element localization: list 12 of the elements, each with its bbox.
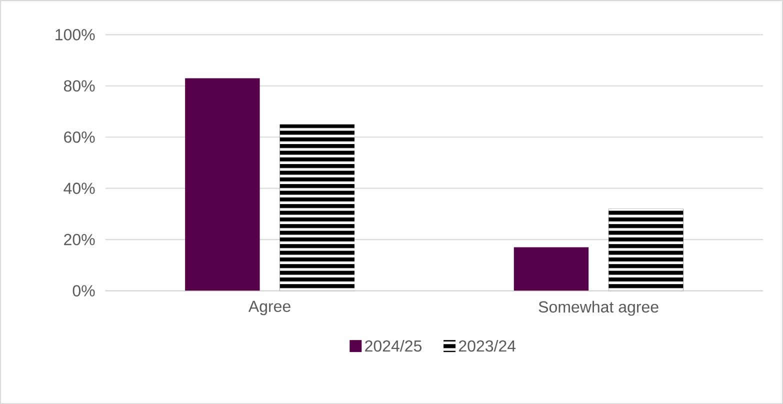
y-tick-label: 40%: [64, 182, 95, 194]
y-tick-label: 60%: [64, 131, 95, 143]
y-tick-label: 20%: [64, 234, 95, 246]
bar: [514, 247, 589, 291]
y-tick-label: 100%: [56, 28, 95, 40]
legend-label: 2023/24: [458, 340, 516, 352]
y-tick-label: 0%: [72, 285, 95, 296]
x-tick-label: Somewhat agree: [538, 300, 658, 316]
bar: [185, 78, 260, 291]
y-tick-label: 80%: [64, 80, 95, 92]
legend-label: 2024/25: [365, 340, 422, 352]
x-tick-label: Agree: [248, 300, 290, 316]
